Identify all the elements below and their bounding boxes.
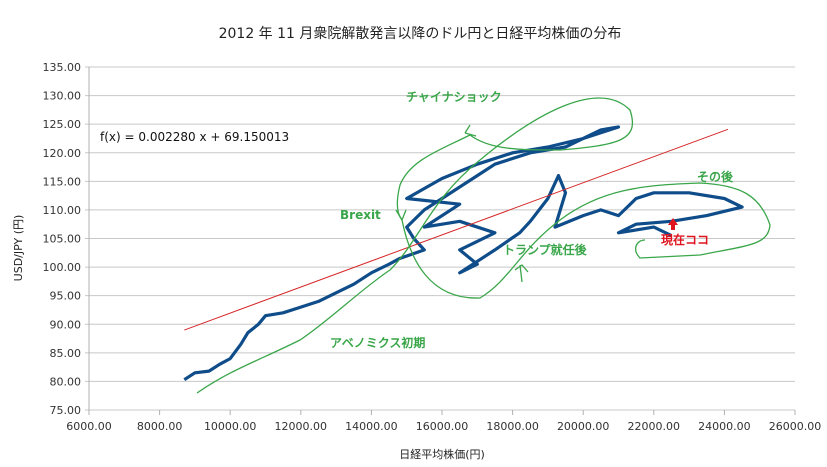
y-tick-label: 90.00 [50,318,82,331]
annotation-now: 現在ココ [661,232,709,247]
y-tick-label: 135.00 [43,61,82,74]
trendline [184,128,729,331]
arrow-up-icon [668,218,678,230]
x-tick-label: 6000.00 [66,420,112,433]
x-tick-label: 20000.00 [557,420,610,433]
chart-title: 2012 年 11 月衆院解散発言以降のドル円と日経平均株価の分布 [219,26,622,42]
x-tick-label: 26000.00 [769,420,822,433]
y-tick-label: 95.00 [50,290,82,303]
trump-stroke [401,182,771,299]
x-tick-label: 12000.00 [275,420,328,433]
y-axis-label: USD/JPY (円) [12,215,25,282]
y-tick-label: 125.00 [43,118,82,131]
annotation-trump: トランプ就任後 [503,242,588,257]
y-tick-label: 120.00 [43,147,82,160]
abenomics-stroke [196,97,634,394]
x-tick-label: 14000.00 [345,420,398,433]
x-tick-label: 22000.00 [628,420,681,433]
y-tick-label: 85.00 [50,347,82,360]
y-tick-label: 115.00 [43,175,82,188]
x-tick-label: 10000.00 [204,420,257,433]
annotation-brexit: Brexit [340,208,381,222]
annotation-china-shock: チャイナショック [406,90,502,104]
y-tick-label: 100.00 [43,261,82,274]
annotation-abenomics: アベノミクス初期 [330,335,425,350]
y-tick-label: 130.00 [43,90,82,103]
y-tick-label: 75.00 [50,404,82,417]
x-axis-label: 日経平均株価(円) [399,447,485,461]
y-tick-label: 105.00 [43,233,82,246]
y-tick-label: 80.00 [50,375,82,388]
trendline-equation: f(x) = 0.002280 x + 69.150013 [100,130,289,144]
arrow-trump [514,264,529,283]
x-tick-label: 24000.00 [698,420,751,433]
china-shock-stroke [396,134,561,221]
annotation-after: その後 [697,169,734,184]
x-tick-label: 18000.00 [486,420,539,433]
x-tick-label: 8000.00 [137,420,183,433]
arrow-brexit [395,209,407,222]
data-series-line [183,125,744,382]
x-tick-label: 16000.00 [416,420,469,433]
arrow-china [464,124,477,137]
y-tick-label: 110.00 [43,204,82,217]
